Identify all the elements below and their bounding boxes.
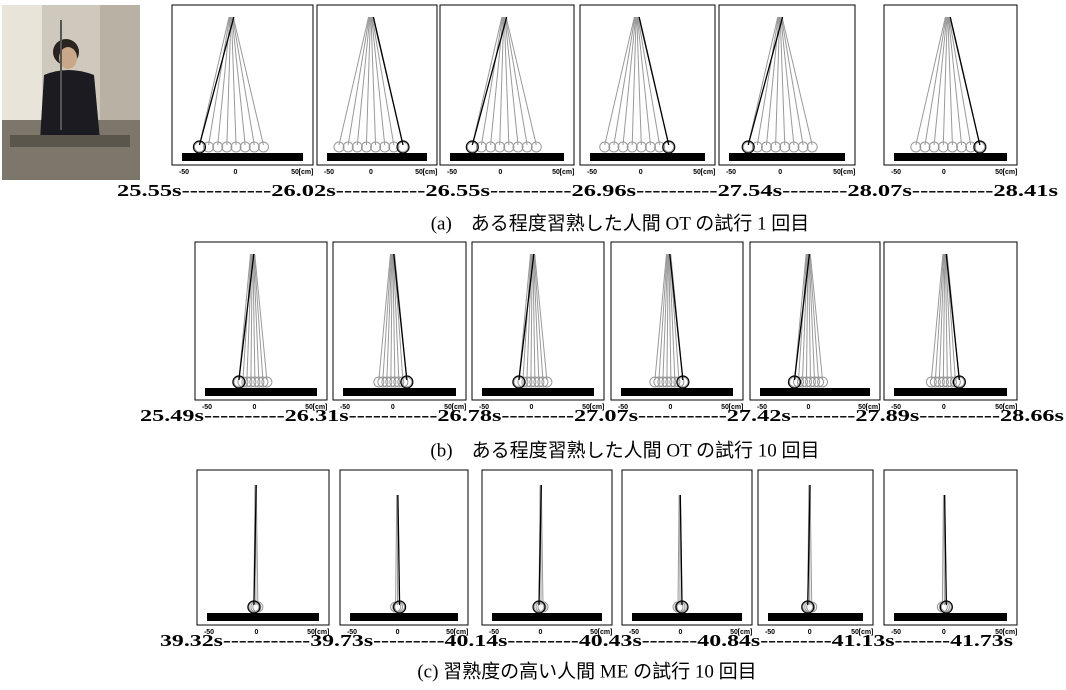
time-sequence: 25.55s-----------26.02s-----------26.55s… [117,181,1059,200]
floor-bar [894,613,1007,621]
panel-frame [472,242,604,400]
axis-unit: [cm] [299,169,314,176]
floor-bar [590,153,705,161]
panel-frame [758,470,873,625]
floor-bar [207,613,319,621]
floor-bar [729,153,845,161]
axis-unit: [cm] [701,169,716,176]
axis-tick: -50 [447,169,457,176]
panel-frame [482,470,612,625]
time-sequence: 25.49s----------26.31s-----------26.78s-… [140,406,1065,425]
axis-tick: 0 [778,169,782,176]
axis-tick: 0 [233,169,237,176]
axis-tick: 0 [639,169,643,176]
axis-tick: 0 [942,169,946,176]
panel-frame [197,470,329,625]
floor-bar [894,388,1007,396]
figure: -50050[cm]-50050[cm]-50050[cm]-50050[cm]… [0,0,1066,690]
floor-bar [492,613,602,621]
caption: (b) ある程度習熟した人間 OT の試行 10 回目 [430,439,819,461]
panel-frame [622,470,752,625]
axis-tick: 0 [369,169,373,176]
axis-unit: [cm] [1003,169,1018,176]
axis-unit: [cm] [560,169,575,176]
floor-bar [327,153,427,161]
panel-frame [333,242,466,400]
axis-unit: [cm] [841,169,856,176]
floor-bar [182,153,303,161]
axis-tick: 0 [498,169,502,176]
floor-bar [768,613,863,621]
panel-frame [884,242,1017,400]
panel-frame [580,5,715,165]
panel-frame [884,470,1017,625]
panel-frame [719,5,855,165]
panel-frame [317,5,437,165]
time-sequence: 39.32s-----------39.73s---------40.14s--… [160,631,1014,650]
floor-bar [343,388,456,396]
floor-bar [450,153,564,161]
floor-bar [894,153,1007,161]
floor-bar [621,388,733,396]
floor-bar [760,388,870,396]
panel-frame [750,242,880,400]
axis-tick: -50 [324,169,334,176]
axis-tick: -50 [179,169,189,176]
floor-bar [350,613,458,621]
panel-frame [172,5,313,165]
axis-unit: [cm] [423,169,438,176]
axis-tick: -50 [891,169,901,176]
caption: (c) 習熟度の高い人間 ME の試行 10 回目 [417,660,756,682]
floor-bar [482,388,594,396]
axis-tick: -50 [726,169,736,176]
caption: (a) ある程度習熟した人間 OT の試行 1 回目 [431,212,810,234]
axis-tick: -50 [587,169,597,176]
panel-frame [340,470,468,625]
floor-bar [632,613,742,621]
photo [2,5,140,180]
floor-bar [205,388,317,396]
